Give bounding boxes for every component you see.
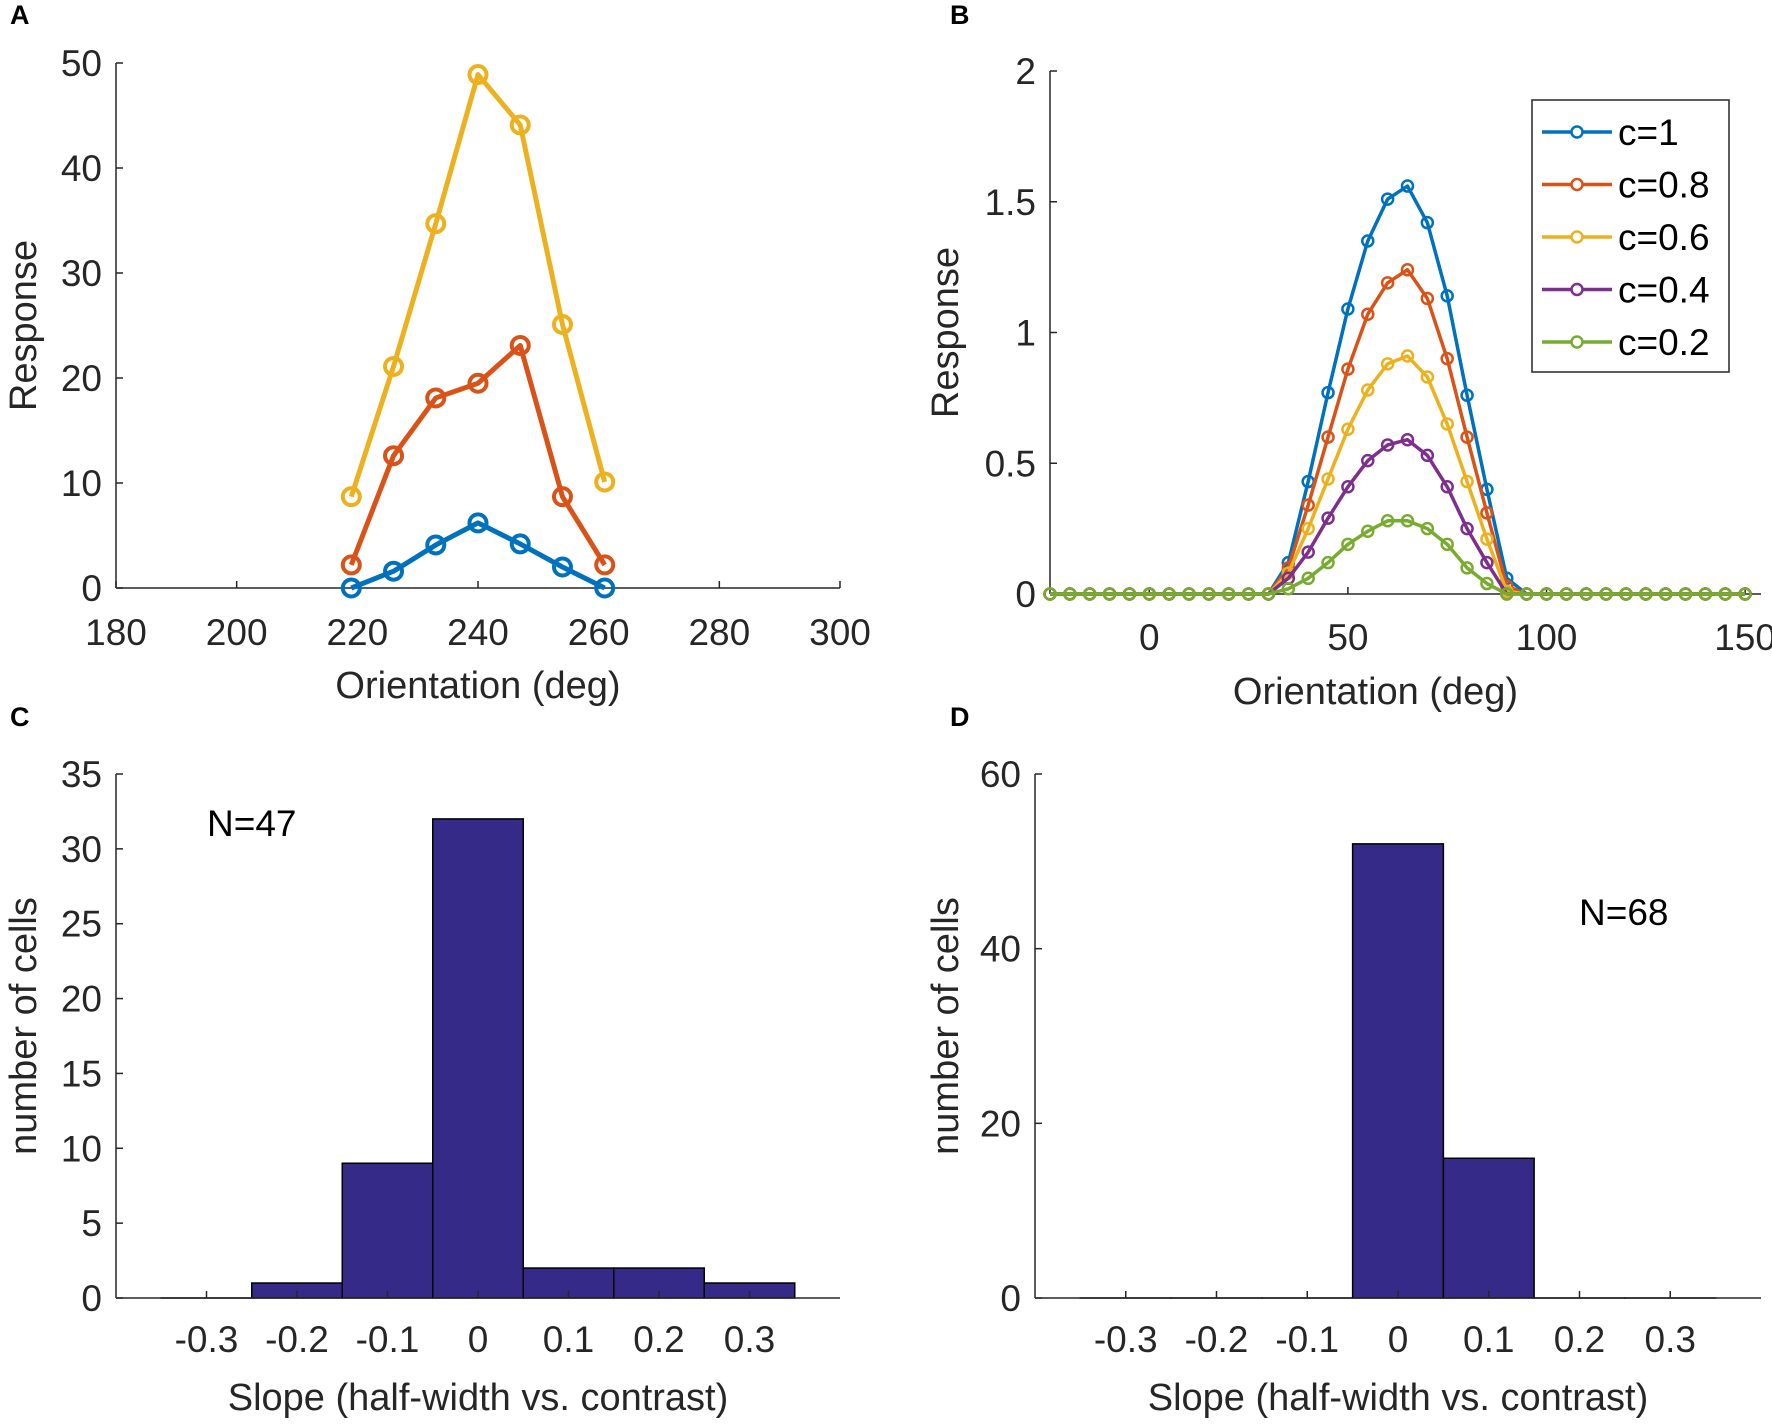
series-line [1050, 356, 1745, 594]
series-c=0.6 [1045, 351, 1751, 600]
y-tick-label: 1.5 [985, 182, 1036, 223]
panel-b: B 0 50 100 150 0 0.5 1 1.5 2 Orientation (deg) Resp… [925, 0, 1772, 713]
histogram-bar [433, 819, 524, 1298]
x-axis-label: Orientation (deg) [1233, 671, 1518, 713]
x-tick-label: 0.3 [724, 1319, 775, 1360]
y-axis-label: Response [3, 240, 45, 411]
x-tick-label: 0 [1139, 617, 1160, 658]
x-axis-label: Orientation (deg) [335, 665, 620, 707]
x-tick-label: 280 [688, 612, 750, 653]
x-tick-label: 0.1 [1463, 1319, 1514, 1360]
panel-label: C [10, 702, 30, 732]
legend-label: c=0.6 [1618, 217, 1710, 258]
y-tick-label: 0 [1000, 1278, 1021, 1319]
y-tick-label: 20 [61, 358, 102, 399]
y-tick-label: 20 [980, 1103, 1021, 1144]
legend-label: c=1 [1618, 112, 1679, 153]
y-tick-label: 5 [81, 1203, 102, 1244]
legend: c=1 c=0.8 c=0.6 c=0.4 c=0.2 [1532, 100, 1729, 372]
y-axis-label: number of cells [925, 897, 967, 1155]
y-tick-label: 0 [81, 1278, 102, 1319]
y-tick-label: 0 [81, 568, 102, 609]
x-tick-label: 240 [447, 612, 509, 653]
x-tick-label: 0.2 [633, 1319, 684, 1360]
y-tick-label: 0.5 [985, 443, 1036, 484]
y-tick-label: 40 [61, 148, 102, 189]
y-tick-label: 10 [61, 463, 102, 504]
legend-label: c=0.4 [1618, 270, 1710, 311]
x-tick-label: -0.2 [1185, 1319, 1249, 1360]
y-tick-label: 60 [980, 754, 1021, 795]
x-tick-label: 50 [1327, 617, 1368, 658]
panel-label: A [10, 0, 30, 30]
x-tick-label: 300 [809, 612, 871, 653]
y-tick-label: 25 [61, 904, 102, 945]
legend-marker [1572, 284, 1583, 295]
sample-size-annotation: N=68 [1579, 892, 1668, 933]
panel-label: B [950, 0, 970, 30]
x-tick-label: 260 [568, 612, 630, 653]
panel-c: C -0.3 -0.2 -0.1 0 0.1 0.2 0.3 0 5 10 15 20 25 30 35 Slo… [3, 702, 840, 1419]
y-tick-label: 35 [61, 754, 102, 795]
histogram-bar [1353, 844, 1444, 1298]
series-1 [343, 337, 613, 573]
series-c=0.4 [1045, 434, 1751, 599]
series-c=0.2 [1045, 515, 1751, 599]
x-tick-label: -0.3 [175, 1319, 239, 1360]
legend-marker [1572, 337, 1583, 348]
legend-marker [1572, 127, 1583, 138]
y-tick-label: 10 [61, 1128, 102, 1169]
x-tick-label: 0 [1388, 1319, 1409, 1360]
series-line [1050, 521, 1745, 594]
x-tick-label: 0.2 [1554, 1319, 1605, 1360]
x-tick-label: -0.1 [1275, 1319, 1339, 1360]
series-line [1050, 440, 1745, 594]
panel-d: D -0.3 -0.2 -0.1 0 0.1 0.2 0.3 0 20 40 60 Slope (hal… [925, 702, 1761, 1419]
y-tick-label: 40 [980, 929, 1021, 970]
sample-size-annotation: N=47 [207, 803, 296, 844]
histogram-bar [342, 1163, 433, 1298]
y-tick-label: 30 [61, 829, 102, 870]
x-tick-label: 0 [468, 1319, 489, 1360]
y-tick-label: 1 [1015, 313, 1036, 354]
x-axis-label: Slope (half-width vs. contrast) [228, 1377, 729, 1419]
x-axis-label: Slope (half-width vs. contrast) [1148, 1377, 1649, 1419]
y-tick-label: 15 [61, 1053, 102, 1094]
x-tick-label: -0.3 [1094, 1319, 1158, 1360]
x-tick-label: 180 [85, 612, 147, 653]
y-tick-label: 20 [61, 979, 102, 1020]
y-tick-label: 30 [61, 253, 102, 294]
histogram-bar [1443, 1158, 1534, 1298]
x-tick-label: 0.3 [1645, 1319, 1696, 1360]
series-0 [343, 66, 613, 505]
x-tick-label: 150 [1714, 617, 1772, 658]
x-tick-label: 0.1 [543, 1319, 594, 1360]
y-axis-label: Response [925, 247, 967, 418]
y-axis-label: number of cells [3, 897, 45, 1155]
x-tick-label: -0.2 [265, 1319, 329, 1360]
x-tick-label: 200 [206, 612, 268, 653]
x-tick-label: -0.1 [356, 1319, 420, 1360]
legend-marker [1572, 232, 1583, 243]
y-tick-label: 50 [61, 43, 102, 84]
series-line [351, 75, 604, 497]
x-tick-label: 100 [1516, 617, 1578, 658]
panel-label: D [950, 702, 970, 732]
legend-label: c=0.8 [1618, 165, 1710, 206]
y-tick-label: 0 [1015, 574, 1036, 615]
panel-a: A 180 200 220 240 260 280 300 0 10 20 30 40 50 Orienta… [3, 0, 871, 707]
legend-label: c=0.2 [1618, 322, 1710, 363]
x-tick-label: 220 [326, 612, 388, 653]
legend-marker [1572, 179, 1583, 190]
y-tick-label: 2 [1015, 51, 1036, 92]
